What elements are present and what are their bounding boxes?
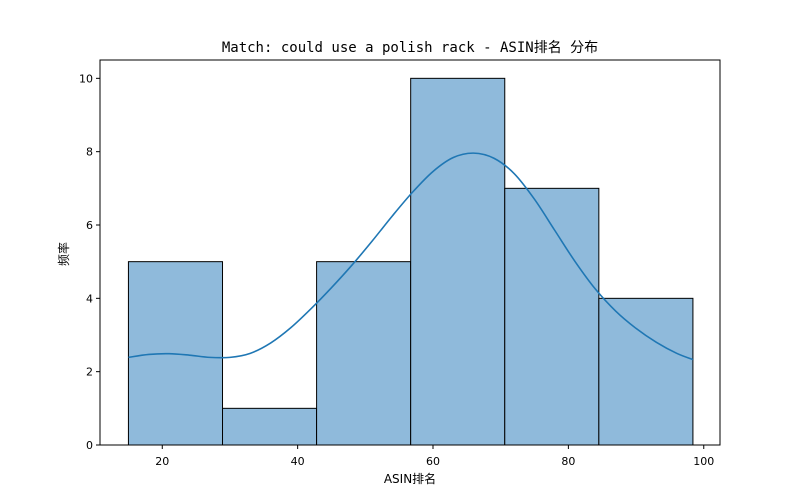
- y-tick-label: 10: [79, 72, 93, 85]
- kde-curve-line: [128, 152, 694, 361]
- histogram-bar-5: [598, 297, 694, 446]
- y-tick-label: 4: [86, 292, 93, 305]
- histogram-bar-2: [316, 261, 412, 446]
- axes-frame: [99, 59, 721, 446]
- x-tick-label: 80: [561, 455, 575, 468]
- y-tick-label: 0: [86, 439, 93, 452]
- plot-area: 20 40 60 80 100 0 2 4 6 8 10: [79, 59, 721, 468]
- chart-title: Match: could use a polish rack - ASIN排名 …: [222, 40, 598, 56]
- x-tick-label: 60: [426, 455, 440, 468]
- histogram-bar-3: [410, 77, 506, 446]
- y-tick-label: 2: [86, 366, 93, 379]
- x-tick-label: 40: [291, 455, 305, 468]
- x-axis-label: ASIN排名: [384, 471, 436, 486]
- x-tick-label: 100: [693, 455, 714, 468]
- y-axis-label: 频率: [56, 242, 71, 266]
- histogram-bar-1: [222, 407, 318, 446]
- y-tick-label: 8: [86, 146, 93, 159]
- y-tick-label: 6: [86, 219, 93, 232]
- x-tick-label: 20: [155, 455, 169, 468]
